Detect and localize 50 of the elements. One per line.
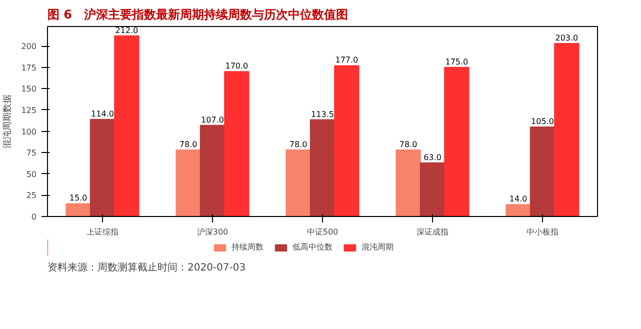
data-label: 78.0 <box>399 140 418 150</box>
data-label: 107.0 <box>201 115 224 124</box>
bar <box>506 204 531 216</box>
chart-title: 图 6 沪深主要指数最新周期持续周数与历次中位数值图 <box>48 8 348 22</box>
bar <box>420 162 446 216</box>
y-tick-label: 100 <box>21 127 37 136</box>
y-tick-label: 25 <box>26 191 37 200</box>
legend-label: 持续周数 <box>231 242 264 252</box>
bar <box>444 66 470 216</box>
y-tick-label: 125 <box>21 106 37 115</box>
y-tick-label: 175 <box>21 63 37 72</box>
y-tick-label: 75 <box>26 148 37 158</box>
bar <box>396 150 421 216</box>
data-label: 177.0 <box>335 56 358 65</box>
y-tick-label: 0 <box>31 212 37 222</box>
bar <box>286 150 311 216</box>
legend-label: 低高中位数 <box>292 242 332 252</box>
bar <box>200 124 226 216</box>
bar <box>334 65 360 216</box>
text: 资料来源：周数测算截止时间：2020-07-03 <box>48 262 246 274</box>
y-tick-label: 150 <box>21 84 37 94</box>
data-label: 203.0 <box>555 34 578 43</box>
x-tick-label: 中小板指 <box>526 228 558 236</box>
bar <box>310 119 336 216</box>
bar <box>530 126 556 216</box>
legend-label: 混沌周期 <box>361 242 394 252</box>
bar <box>224 71 250 216</box>
data-label: 175.0 <box>445 57 468 66</box>
bar <box>554 43 580 216</box>
y-axis-title: 混沌周期数据 <box>2 94 14 148</box>
data-label: 212.0 <box>115 26 138 35</box>
data-label: 63.0 <box>424 152 442 162</box>
data-label: 105.0 <box>531 117 554 126</box>
bar <box>114 35 140 216</box>
data-label: 78.0 <box>289 140 308 150</box>
data-label: 170.0 <box>225 62 248 71</box>
x-tick-label: 上证综指 <box>86 228 118 236</box>
bar <box>176 150 201 216</box>
data-label: 15.0 <box>69 194 88 203</box>
data-label: 14.0 <box>509 194 528 204</box>
y-tick-label: 200 <box>21 42 37 52</box>
data-label: 78.0 <box>179 140 198 150</box>
y-tick-label: 50 <box>26 170 37 179</box>
bar <box>66 203 91 216</box>
data-label: 114.0 <box>91 109 114 118</box>
data-label: 113.5 <box>311 110 334 119</box>
bar <box>90 118 116 216</box>
x-tick-label: 沪深300 <box>196 228 228 236</box>
x-tick-label: 深证成指 <box>416 228 448 236</box>
x-tick-label: 中证500 <box>306 228 338 236</box>
